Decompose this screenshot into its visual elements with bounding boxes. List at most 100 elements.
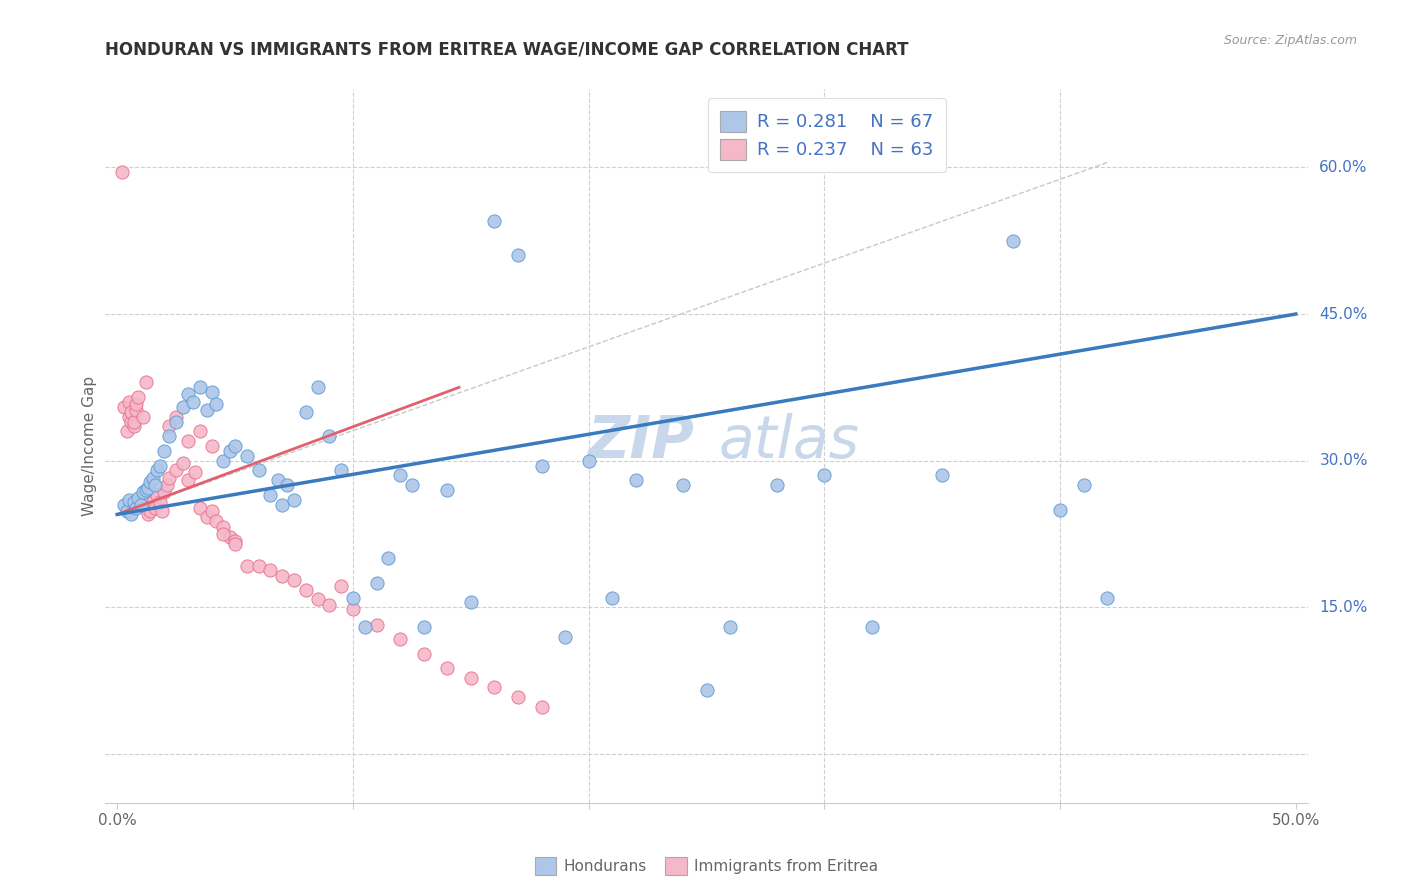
Point [1049,502,1071,516]
Text: HONDURAN VS IMMIGRANTS FROM ERITREA WAGE/INCOME GAP CORRELATION CHART: HONDURAN VS IMMIGRANTS FROM ERITREA WAGE… [105,40,908,58]
Point [624,473,647,487]
Point [120,508,142,522]
Point [177,473,200,487]
Point [142,494,165,508]
Y-axis label: Wage/Income Gap: Wage/Income Gap [82,376,97,516]
Point [212,520,235,534]
Legend: Hondurans, Immigrants from Eritrea: Hondurans, Immigrants from Eritrea [529,851,884,880]
Point [271,569,294,583]
Point [212,453,235,467]
Point [672,478,695,492]
Point [219,530,242,544]
Point [236,449,259,463]
Point [157,471,180,485]
Text: 45.0%: 45.0% [1319,307,1368,321]
Point [112,400,135,414]
Text: 30.0%: 30.0% [1319,453,1368,468]
Point [118,492,141,507]
Point [122,415,145,429]
Point [125,397,148,411]
Point [143,478,166,492]
Point [129,498,152,512]
Point [484,214,506,228]
Point [122,419,145,434]
Point [353,620,375,634]
Point [530,700,553,714]
Point [195,510,218,524]
Point [125,500,148,515]
Point [530,458,553,473]
Point [127,390,149,404]
Point [132,485,155,500]
Point [366,618,388,632]
Point [165,415,187,429]
Point [205,514,228,528]
Point [307,592,329,607]
Point [136,508,159,522]
Point [236,559,259,574]
Point [330,463,353,477]
Point [125,402,148,417]
Point [200,439,222,453]
Point [578,453,600,467]
Point [266,473,288,487]
Point [177,387,200,401]
Point [342,591,364,605]
Point [436,483,458,497]
Point [118,409,141,424]
Point [377,551,399,566]
Point [271,498,294,512]
Point [318,599,340,613]
Point [135,376,156,390]
Point [139,475,162,490]
Point [766,478,789,492]
Point [506,690,529,705]
Point [149,458,172,473]
Point [200,504,222,518]
Point [813,468,835,483]
Point [135,483,156,497]
Point [224,533,246,548]
Point [342,602,364,616]
Point [153,485,176,500]
Point [120,405,142,419]
Point [1097,591,1119,605]
Point [212,527,235,541]
Text: atlas: atlas [718,413,859,469]
Point [188,380,211,394]
Point [177,434,200,449]
Point [195,402,218,417]
Point [1001,234,1024,248]
Point [283,492,305,507]
Point [181,395,204,409]
Point [122,494,145,508]
Point [330,579,353,593]
Point [129,491,152,505]
Point [115,504,138,518]
Point [153,443,176,458]
Point [484,681,506,695]
Point [696,683,718,698]
Point [860,620,883,634]
Point [259,563,281,577]
Point [219,443,242,458]
Point [412,620,434,634]
Point [132,409,155,424]
Point [127,491,149,505]
Point [224,537,246,551]
Text: ZIP: ZIP [588,413,695,469]
Point [139,504,162,518]
Point [247,463,270,477]
Point [283,573,305,587]
Point [157,419,180,434]
Point [165,463,187,477]
Point [149,494,172,508]
Point [318,429,340,443]
Point [188,500,211,515]
Point [188,425,211,439]
Point [143,500,166,515]
Point [142,471,165,485]
Point [120,415,142,429]
Point [157,429,180,443]
Point [1073,478,1095,492]
